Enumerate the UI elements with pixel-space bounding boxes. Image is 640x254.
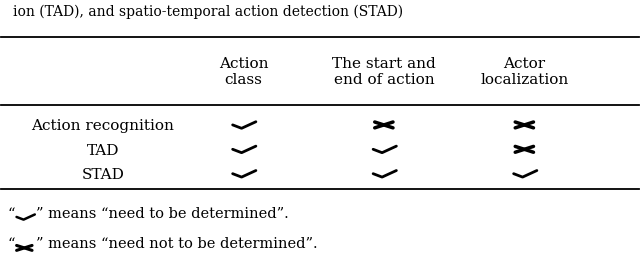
Text: Actor
localization: Actor localization (480, 57, 568, 87)
Text: STAD: STAD (81, 168, 124, 181)
Text: ” means “need not to be determined”.: ” means “need not to be determined”. (36, 236, 317, 250)
Text: “: “ (7, 236, 15, 250)
Text: TAD: TAD (86, 143, 119, 157)
Text: The start and
end of action: The start and end of action (332, 57, 436, 87)
Text: Action
class: Action class (219, 57, 268, 87)
Text: ” means “need to be determined”.: ” means “need to be determined”. (36, 206, 289, 220)
Text: ion (TAD), and spatio-temporal action detection (STAD): ion (TAD), and spatio-temporal action de… (13, 4, 404, 19)
Text: Action recognition: Action recognition (31, 119, 174, 133)
Text: “: “ (7, 206, 15, 220)
